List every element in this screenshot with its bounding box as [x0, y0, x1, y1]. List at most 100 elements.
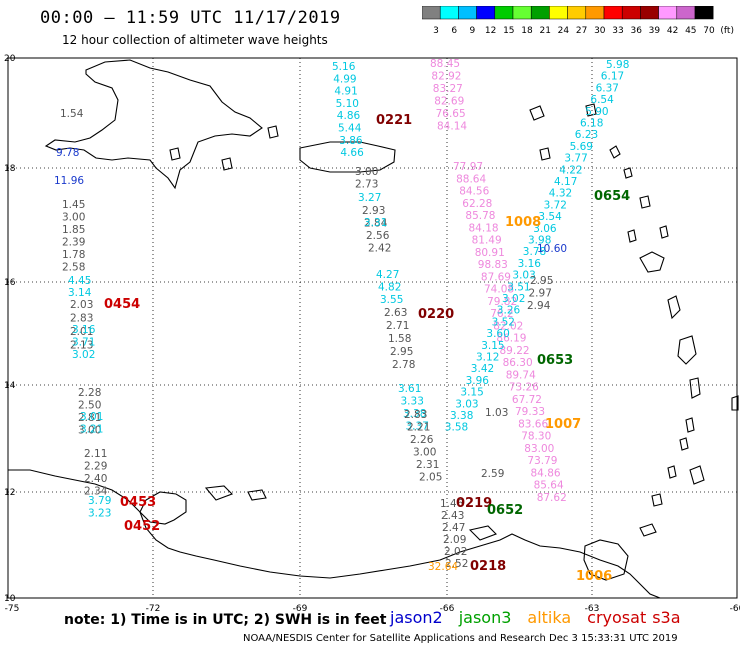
colorbar-tick-label: (ft): [720, 26, 734, 36]
swh-value: 3.37: [406, 421, 429, 433]
colorbar-tick-label: 42: [667, 26, 678, 36]
coastline: [609, 145, 621, 159]
swh-value: 2.52: [445, 558, 468, 570]
swh-value: 98.83: [478, 259, 508, 271]
swh-value: 2.28: [78, 387, 101, 399]
swh-value: 82.92: [431, 71, 461, 83]
swh-value: 2.95: [390, 346, 413, 358]
colorbar-tick-label: 70: [703, 26, 715, 36]
swh-value: 3.72: [544, 199, 567, 211]
credit-line: NOAA/NESDIS Center for Satellite Applica…: [243, 633, 678, 644]
swh-value: 3.21: [80, 424, 103, 436]
pass-time-label: 0452: [124, 519, 160, 534]
coastline: [299, 141, 396, 173]
swh-value: 3.78: [523, 246, 546, 258]
swh-value: 3.14: [68, 287, 92, 299]
swh-value: 2.26: [410, 434, 434, 446]
swh-value: 3.33: [401, 396, 424, 408]
swh-value: 1.58: [388, 333, 411, 345]
coastline: [583, 539, 629, 581]
swh-value: 4.66: [340, 147, 364, 159]
swh-value: 5.69: [570, 141, 593, 153]
swh-value: 6.54: [590, 94, 614, 106]
swh-value: 3.61: [398, 383, 421, 395]
swh-value: 2.29: [84, 461, 107, 473]
swh-value: 80.91: [475, 247, 505, 259]
swh-value: 3.16: [518, 258, 542, 270]
swh-value: 84.18: [469, 222, 499, 234]
swh-value: 1.78: [62, 249, 85, 261]
coastline: [639, 523, 657, 537]
swh-value: 1.45: [62, 199, 85, 211]
swh-value: 82.02: [493, 320, 523, 332]
colorbar-tick-label: 15: [503, 26, 514, 36]
colorbar-tick-label: 3: [433, 26, 439, 36]
swh-value: 3.23: [88, 508, 111, 520]
swh-value: 3.31: [364, 217, 387, 229]
pass-time-label: 0454: [104, 297, 140, 312]
swh-value: 2.50: [78, 400, 101, 412]
swh-value: 3.79: [88, 495, 111, 507]
swh-value: 89.22: [500, 345, 530, 357]
colorbar-tick-label: 9: [470, 26, 476, 36]
swh-value: 2.21: [407, 422, 430, 434]
swh-value: 2.40: [84, 473, 107, 485]
coastline: [169, 147, 181, 161]
swh-value: 2.56: [366, 230, 390, 242]
coastline: [627, 229, 637, 243]
swh-value: 88.64: [456, 173, 486, 185]
pass-time-label: 0219: [456, 496, 492, 511]
swh-value: 3.42: [471, 363, 494, 375]
swh-value: 2.43: [441, 510, 464, 522]
coastline: [685, 417, 695, 433]
swh-value: 3.96: [466, 375, 490, 387]
swh-value: 83.00: [524, 443, 554, 455]
swh-value: 3.00: [62, 212, 85, 224]
chart-title: 00:00 – 11:59 UTC 11/17/2019: [40, 8, 341, 28]
swh-value: 3.00: [355, 166, 378, 178]
swh-value: 83.27: [433, 83, 463, 95]
swh-value: 2.11: [84, 448, 107, 460]
map-frame: [7, 57, 738, 599]
swh-value: 3.55: [380, 294, 403, 306]
swh-value: 89.74: [506, 369, 536, 381]
swh-value: 3.15: [481, 340, 504, 352]
lat-tick-label: 18: [4, 164, 16, 174]
swh-value: 1.85: [62, 224, 85, 236]
swh-value: 3.26: [497, 305, 521, 317]
swh-value: 6.17: [601, 71, 624, 83]
swh-value: 84.14: [437, 121, 467, 133]
swh-value: 2.03: [70, 299, 93, 311]
swh-value: 11.96: [54, 175, 84, 187]
swh-value: 3.38: [403, 408, 426, 420]
swh-value: 2.93: [362, 205, 385, 217]
swh-value: 4.99: [333, 73, 356, 85]
swh-value: 2.01: [70, 326, 93, 338]
swh-value: 86.30: [503, 357, 533, 369]
swh-value: 77.97: [453, 161, 483, 173]
swh-value: 4.27: [376, 269, 399, 281]
coastline: [139, 491, 187, 525]
swh-value: 3.15: [460, 387, 483, 399]
coastline: [677, 335, 697, 365]
swh-value: 3.16: [72, 324, 96, 336]
swh-value: 2.73: [355, 179, 378, 191]
swh-value: 2.78: [392, 359, 415, 371]
lat-tick-label: 14: [4, 381, 16, 391]
swh-value: 2.81: [78, 412, 101, 424]
swh-value: 79.33: [515, 406, 545, 418]
swh-value: 3.01: [80, 411, 103, 423]
lat-tick-label: 12: [4, 488, 15, 498]
swh-value: 4.82: [378, 282, 401, 294]
pass-time-label: 0453: [120, 495, 156, 510]
colorbar-tick-label: 12: [485, 26, 496, 36]
swh-value: 4.45: [68, 275, 91, 287]
swh-value: 3.38: [450, 410, 473, 422]
lon-tick-label: -63: [585, 604, 600, 614]
swh-value: 5.10: [336, 98, 359, 110]
coastline: [623, 167, 633, 179]
swh-value: 6.23: [575, 129, 598, 141]
swh-value: 1.54: [60, 108, 84, 120]
swh-value: 3.02: [72, 349, 95, 361]
coastline: [204, 485, 233, 501]
